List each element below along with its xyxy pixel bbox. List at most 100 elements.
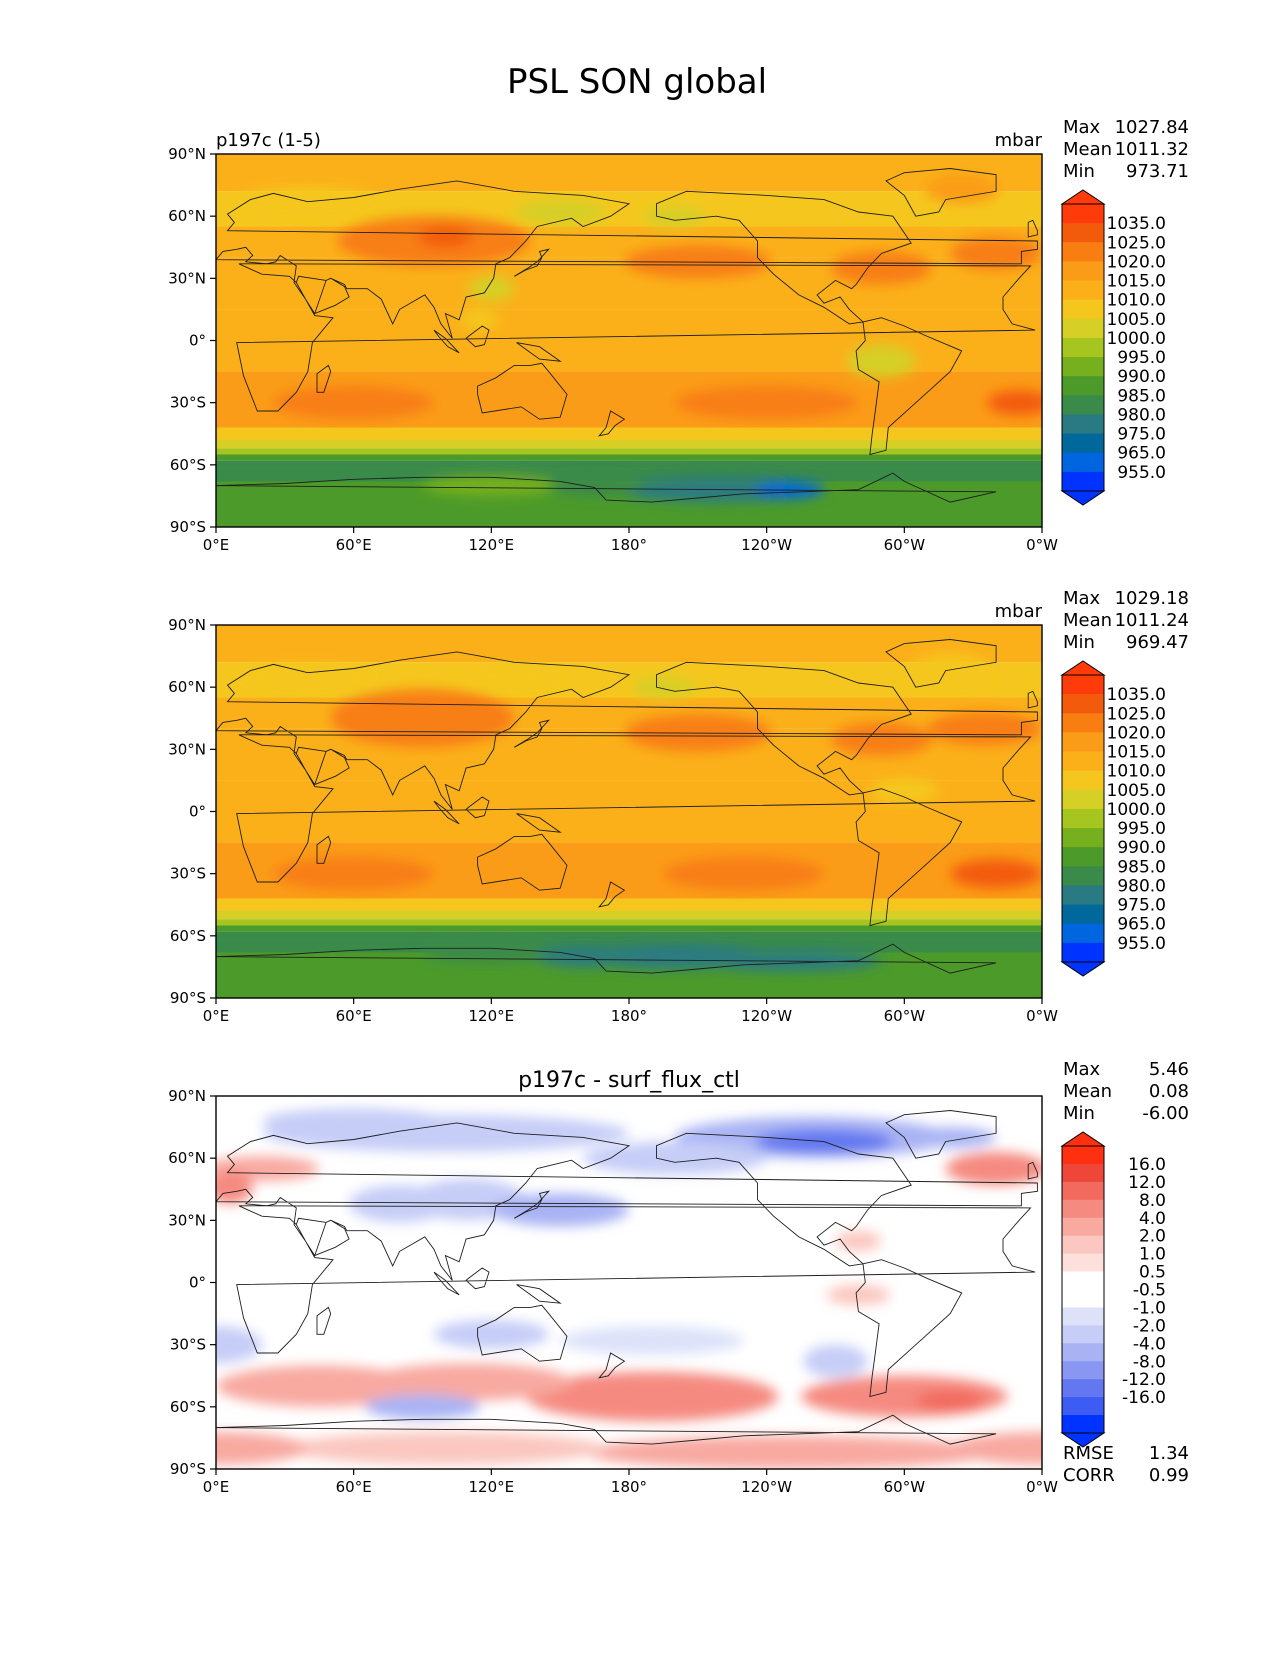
lat-tick-label: 30°S xyxy=(170,865,206,883)
lat-tick-label: 60°S xyxy=(170,456,206,474)
lon-tick-label: 120°E xyxy=(469,1007,515,1025)
pressure-cell xyxy=(642,205,708,227)
colorbar-label: 985.0 xyxy=(1117,386,1166,406)
colorbar-label: 1025.0 xyxy=(1107,704,1166,724)
units-label: mbar xyxy=(995,601,1043,622)
difference-cell xyxy=(826,1284,891,1306)
colorbar-segment xyxy=(1062,751,1104,772)
stat-min-label: Min xyxy=(1063,632,1095,653)
colorbar-segment xyxy=(1062,280,1104,301)
panel-title: p197c - surf_flux_ctl xyxy=(518,1068,740,1093)
colorbar-label: 955.0 xyxy=(1117,463,1166,483)
colorbar-label: 1000.0 xyxy=(1107,800,1166,820)
field-band xyxy=(216,925,1042,932)
difference-cell xyxy=(349,1185,451,1223)
difference-cell xyxy=(284,1431,607,1465)
difference-cell xyxy=(835,1230,882,1252)
colorbar-label: 995.0 xyxy=(1117,819,1166,839)
lat-tick-label: 0° xyxy=(189,1274,206,1292)
difference-cell xyxy=(525,1371,779,1422)
pressure-cell xyxy=(468,276,515,302)
lon-tick-label: 60°W xyxy=(884,1478,926,1496)
pressure-cell xyxy=(927,712,1042,746)
pressure-cell xyxy=(461,309,499,331)
lat-tick-label: 90°N xyxy=(168,145,206,163)
lat-tick-label: 30°N xyxy=(168,740,206,758)
pressure-cell xyxy=(330,689,515,748)
pressure-cell xyxy=(846,344,916,378)
colorbar-label: 975.0 xyxy=(1117,425,1166,445)
colorbar-segment xyxy=(1062,452,1104,473)
corr-value: 0.99 xyxy=(1149,1465,1189,1486)
lat-tick-label: 90°N xyxy=(168,616,206,634)
panel-reference: 90°N 60°N 30°N 0° 30°S 60°S 90°S0°E 60°E 120°E 18… xyxy=(168,588,1189,1025)
colorbar-segment xyxy=(1062,847,1104,867)
pressure-cell xyxy=(273,857,434,891)
colorbar-label: 965.0 xyxy=(1117,444,1166,464)
colorbar-label: 965.0 xyxy=(1117,915,1166,935)
lon-tick-label: 0°W xyxy=(1026,1007,1058,1025)
map-field xyxy=(216,154,1042,527)
lat-tick-label: 30°S xyxy=(170,1336,206,1354)
colorbar-label: -8.0 xyxy=(1133,1352,1166,1372)
colorbar-label: -0.5 xyxy=(1133,1281,1166,1301)
stat-max-label: Max xyxy=(1063,1059,1101,1080)
colorbar-segment xyxy=(1062,885,1104,906)
lat-tick-label: 90°N xyxy=(168,1087,206,1105)
stat-max-value: 1029.18 xyxy=(1115,588,1189,609)
colorbar-segment xyxy=(1062,789,1104,810)
figure-title: PSL SON global xyxy=(507,62,767,102)
colorbar-segment xyxy=(1062,808,1104,829)
colorbar-segment xyxy=(1062,242,1104,262)
colorbar-label: 1015.0 xyxy=(1107,743,1166,763)
stat-mean-label: Mean xyxy=(1063,1081,1112,1102)
lon-tick-label: 120°E xyxy=(469,536,515,554)
pressure-cell xyxy=(950,859,1042,889)
colorbar-segment xyxy=(1062,1397,1104,1416)
pressure-cell xyxy=(417,226,473,248)
colorbar-segment xyxy=(1062,1325,1104,1344)
colorbar-label: 1005.0 xyxy=(1107,310,1166,330)
pressure-cell xyxy=(631,676,696,698)
lon-tick-label: 180° xyxy=(611,1007,647,1025)
panel-left-label: p197c (1-5) xyxy=(216,130,321,151)
lat-tick-label: 90°S xyxy=(170,518,206,536)
lat-tick-label: 60°S xyxy=(170,927,206,945)
pressure-cell xyxy=(468,666,561,688)
stat-min-value: -6.00 xyxy=(1142,1103,1189,1124)
field-band xyxy=(216,427,1042,440)
stat-max-value: 1027.84 xyxy=(1115,117,1189,138)
field-band xyxy=(216,625,1042,663)
difference-cell xyxy=(491,1193,629,1227)
pressure-cell xyxy=(986,390,1042,416)
field-band xyxy=(216,439,1042,449)
colorbar-segment xyxy=(1062,942,1104,963)
lon-tick-label: 120°W xyxy=(741,1478,792,1496)
lon-tick-label: 60°E xyxy=(336,1007,372,1025)
map-field xyxy=(216,625,1042,998)
corr-label: CORR xyxy=(1063,1465,1115,1486)
colorbar-label: -12.0 xyxy=(1122,1370,1166,1390)
colorbar-segment xyxy=(1062,414,1104,435)
colorbar-label: 1015.0 xyxy=(1107,272,1166,292)
colorbar-label: 1020.0 xyxy=(1107,252,1166,272)
stat-max-label: Max xyxy=(1063,117,1101,138)
colorbar-segment xyxy=(1062,261,1104,282)
lon-tick-label: 60°E xyxy=(336,1478,372,1496)
pressure-cell xyxy=(950,236,1042,271)
pressure-cell xyxy=(663,857,825,891)
colorbar-label: 980.0 xyxy=(1117,405,1166,425)
field-anomaly-group xyxy=(216,1108,1042,1469)
colorbar-segment xyxy=(1062,1361,1104,1380)
colorbar-segment xyxy=(1062,357,1104,377)
colorbar-segment xyxy=(1062,694,1104,714)
difference-cell xyxy=(560,1326,744,1356)
lat-tick-label: 0° xyxy=(189,332,206,350)
colorbar-label: 1.0 xyxy=(1139,1245,1166,1265)
colorbar-segment xyxy=(1062,732,1104,753)
colorbar-segment xyxy=(1062,1199,1104,1219)
difference-cell xyxy=(261,1108,446,1134)
map-field xyxy=(216,1096,1042,1469)
colorbar-segment xyxy=(1062,376,1104,396)
difference-cell xyxy=(915,1390,985,1411)
